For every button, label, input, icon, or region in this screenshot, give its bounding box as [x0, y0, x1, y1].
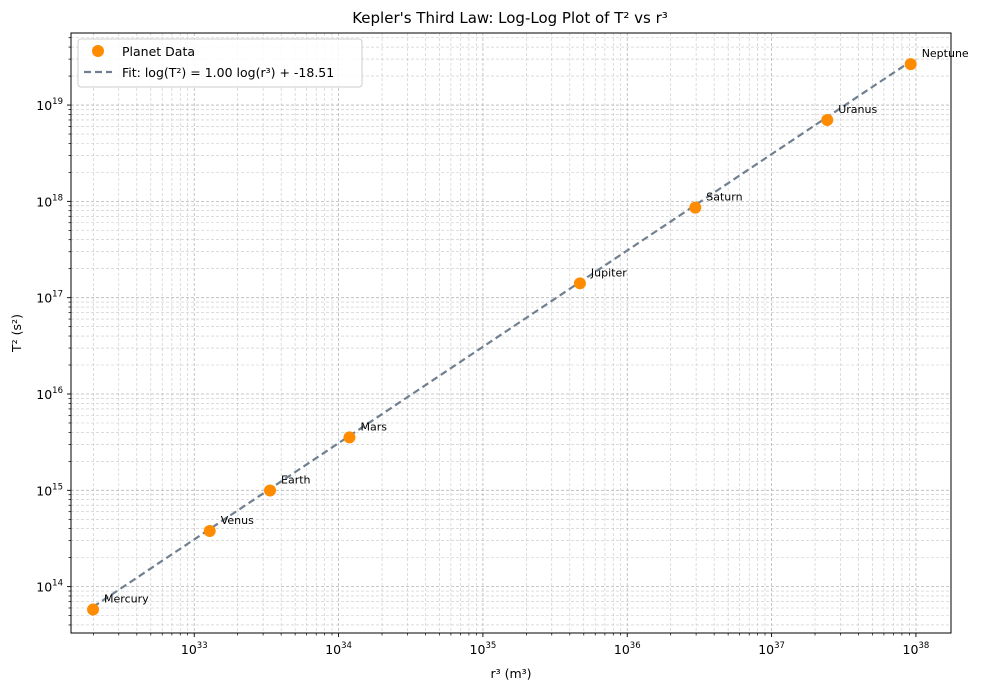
point-labels-layer: Mercury Venus Earth Mars Jupiter Saturn Uranus…: [104, 47, 969, 605]
point-label-saturn: Saturn: [706, 191, 742, 204]
legend-label-fit: Fit: log(T²) = 1.00 log(r³) + -18.51: [122, 65, 334, 80]
y-tick-label: 1019: [36, 97, 63, 113]
y-tick-label: 1014: [36, 579, 63, 595]
y-axis-label: T² (s²): [9, 314, 24, 353]
data-point-saturn: [689, 201, 702, 214]
legend-box: [77, 38, 363, 88]
data-point-neptune: [904, 58, 917, 71]
data-point-jupiter: [573, 277, 586, 290]
fit-line: [92, 60, 912, 608]
point-label-earth: Earth: [281, 474, 311, 487]
data-point-mars: [343, 431, 356, 444]
data-point-earth: [264, 484, 277, 497]
x-tick-label: 1036: [614, 641, 641, 657]
data-point-venus: [203, 525, 216, 538]
legend-marker-points: [92, 45, 104, 57]
data-point-uranus: [821, 113, 834, 126]
x-tick-label: 1038: [903, 641, 930, 657]
x-tick-label: 1034: [325, 641, 352, 657]
point-label-venus: Venus: [221, 514, 254, 527]
data-point-mercury: [87, 603, 100, 616]
point-label-mars: Mars: [360, 420, 387, 433]
point-label-uranus: Uranus: [838, 103, 877, 116]
fit-line-layer: [92, 60, 912, 608]
x-tick-label: 1037: [758, 641, 785, 657]
x-tick-label: 1035: [470, 641, 497, 657]
point-label-mercury: Mercury: [104, 593, 149, 606]
point-label-jupiter: Jupiter: [590, 266, 627, 279]
y-tick-label: 1015: [36, 482, 63, 498]
points-layer: [87, 58, 917, 616]
plot-frame: [70, 32, 952, 634]
y-tick-label: 1017: [36, 290, 63, 306]
legend: Planet Data Fit: log(T²) = 1.00 log(r³) …: [77, 38, 363, 88]
legend-label-points: Planet Data: [122, 44, 195, 59]
point-label-neptune: Neptune: [922, 47, 969, 60]
chart-title: Kepler's Third Law: Log-Log Plot of T² v…: [352, 9, 668, 27]
y-tick-label: 1016: [36, 386, 63, 402]
ticks-layer: 1033 1034 1035 1036 1037 1038 1014 1015 1016 1017…: [36, 37, 930, 657]
y-tick-label: 1018: [36, 193, 63, 209]
grid: [71, 33, 951, 633]
x-tick-label: 1033: [181, 641, 208, 657]
x-axis-label: r³ (m³): [490, 666, 531, 681]
